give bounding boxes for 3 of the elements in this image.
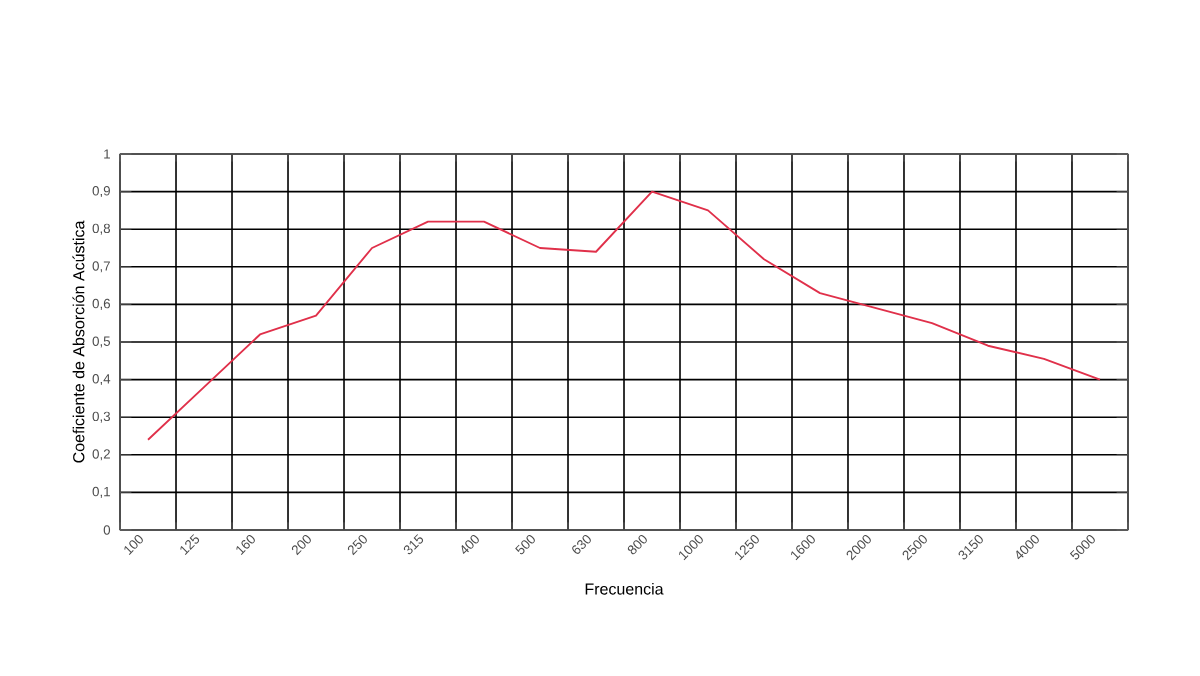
x-axis-title: Frecuencia	[585, 582, 664, 595]
line-series	[147, 190, 1101, 441]
y-axis-title: Coeficiente de Absorción Acústica	[72, 220, 85, 463]
